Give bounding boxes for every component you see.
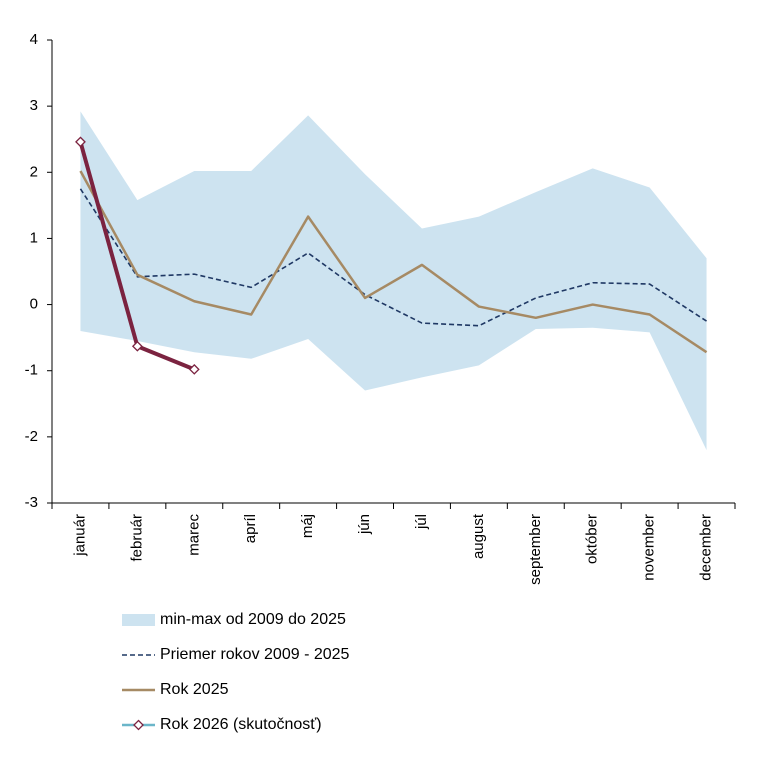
x-tick-label: máj — [299, 514, 316, 538]
x-tick-label: august — [470, 513, 487, 559]
marker — [131, 340, 143, 352]
y-tick-label: 4 — [30, 31, 38, 48]
legend-label: min-max od 2009 do 2025 — [160, 611, 346, 628]
legend-label: Rok 2025 — [160, 681, 229, 698]
legend-label: Priemer rokov 2009 - 2025 — [160, 646, 350, 663]
x-tick-label: júl — [413, 514, 430, 530]
legend-marker — [133, 719, 144, 731]
x-tick-label: marec — [185, 514, 202, 556]
y-tick-label: 1 — [30, 229, 38, 246]
x-tick-label: apríl — [242, 514, 259, 543]
y-tick-label: 0 — [30, 296, 38, 313]
legend-swatch — [122, 614, 155, 626]
series-line — [79, 170, 708, 354]
marker — [188, 363, 200, 375]
x-tick-label: október — [584, 514, 601, 564]
x-tick-label: január — [71, 514, 88, 557]
y-tick-label: -1 — [25, 362, 38, 379]
x-tick-label: december — [698, 514, 715, 581]
legend-label: Rok 2026 (skutočnosť) — [160, 716, 322, 733]
x-tick-label: september — [527, 514, 544, 585]
marker — [75, 136, 86, 148]
x-tick-label: jún — [356, 514, 373, 535]
y-tick-label: -2 — [25, 428, 38, 445]
x-tick-label: február — [128, 514, 145, 562]
y-tick-label: -3 — [25, 494, 38, 511]
x-tick-label: november — [641, 514, 658, 581]
series-line — [79, 188, 707, 327]
y-tick-label: 2 — [30, 163, 38, 180]
y-tick-label: 3 — [30, 97, 38, 114]
